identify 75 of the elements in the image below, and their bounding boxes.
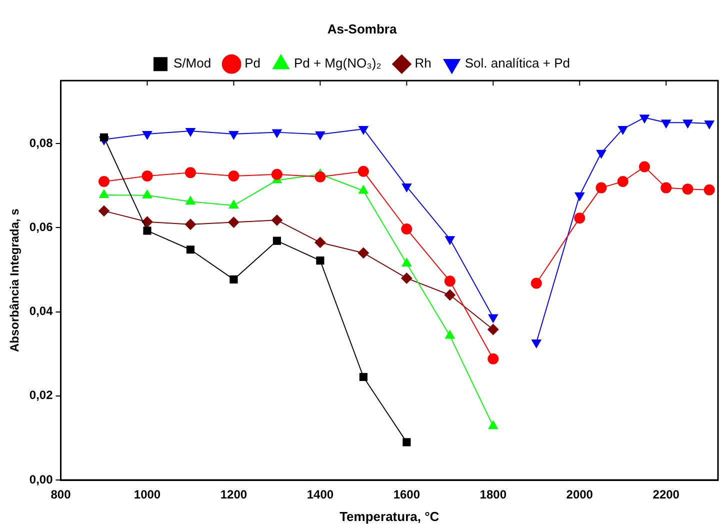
point xyxy=(184,218,196,230)
point xyxy=(640,114,650,124)
x-tick-label: 1800 xyxy=(480,488,507,502)
y-tick-label: 0,02 xyxy=(29,388,54,402)
point xyxy=(272,129,282,138)
point xyxy=(358,247,369,258)
point xyxy=(488,420,498,430)
point xyxy=(98,205,110,216)
point xyxy=(186,128,196,137)
point xyxy=(228,216,240,228)
x-tick-label: 2000 xyxy=(566,488,594,502)
point xyxy=(401,224,412,235)
y-tick-label: 0,04 xyxy=(29,304,54,318)
y-tick-label: 0,08 xyxy=(29,136,54,150)
point xyxy=(402,184,412,192)
point xyxy=(682,120,693,128)
point xyxy=(143,226,152,235)
legend-label: Sol. analítica + Pd xyxy=(464,56,570,71)
x-tick-label: 800 xyxy=(50,488,72,502)
chart-title: As-Sombra xyxy=(327,21,398,36)
point xyxy=(271,214,282,226)
point xyxy=(617,176,628,187)
point xyxy=(359,372,368,382)
point xyxy=(142,170,153,182)
point xyxy=(488,353,499,364)
point xyxy=(228,170,240,182)
point xyxy=(142,216,153,228)
point xyxy=(596,150,606,158)
point xyxy=(445,330,455,339)
point xyxy=(142,130,152,140)
point xyxy=(98,176,110,187)
point xyxy=(704,120,714,129)
x-tick-label: 1600 xyxy=(393,488,420,502)
point xyxy=(186,246,195,254)
point xyxy=(228,130,239,140)
point xyxy=(704,184,715,196)
point xyxy=(530,278,542,289)
point xyxy=(596,182,607,194)
point xyxy=(358,126,368,134)
point xyxy=(638,161,650,172)
point xyxy=(660,182,672,194)
point xyxy=(314,171,326,182)
point xyxy=(315,131,326,140)
x-tick-label: 1000 xyxy=(134,488,161,502)
point xyxy=(488,314,498,323)
x-axis-title: Temperatura, °C xyxy=(340,508,440,524)
y-tick-label: 0,00 xyxy=(29,472,54,486)
legend-label: Rh xyxy=(414,56,432,71)
point xyxy=(100,133,108,142)
x-tick-label: 1400 xyxy=(306,488,334,502)
point xyxy=(184,167,196,178)
legend-label: S/Mod xyxy=(173,56,212,71)
point xyxy=(488,324,499,335)
legend-label: Pd xyxy=(244,56,260,71)
point xyxy=(401,272,412,284)
x-tick-label: 2200 xyxy=(652,488,680,502)
point xyxy=(618,126,628,134)
point xyxy=(402,438,411,446)
x-tick-label: 1200 xyxy=(220,488,248,502)
point xyxy=(314,236,326,248)
point xyxy=(271,168,282,180)
point xyxy=(574,212,586,224)
point xyxy=(661,120,671,128)
point xyxy=(316,256,324,265)
point xyxy=(445,236,455,245)
legend-label: Pd + Mg(NO₃)₂ xyxy=(294,56,382,71)
y-tick-label: 0,06 xyxy=(29,220,54,234)
point xyxy=(358,166,369,177)
point xyxy=(574,192,584,201)
point xyxy=(272,236,281,245)
point xyxy=(444,276,456,287)
y-axis-title: Absorbância Integrada, s xyxy=(8,208,22,352)
point xyxy=(682,184,694,195)
point xyxy=(444,290,456,301)
point xyxy=(230,275,238,284)
